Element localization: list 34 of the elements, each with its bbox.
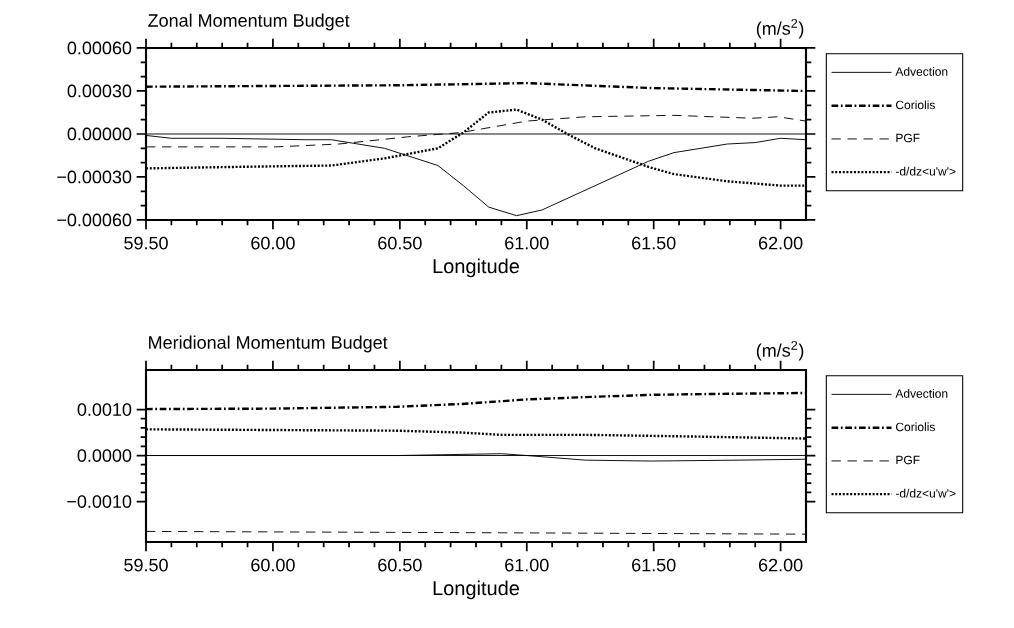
legend-label: Coriolis	[896, 422, 935, 432]
y-tick-label: −0.0010	[67, 495, 132, 508]
y-tick-label: 0.00060	[67, 41, 132, 55]
x-tick-label: 59.50	[124, 236, 168, 250]
legend-label: PGF	[896, 133, 920, 143]
chart-title: Zonal Momentum Budget	[148, 13, 350, 31]
x-axis-title: Longitude	[433, 580, 520, 600]
text: (m/s$^{2}$)	[756, 340, 804, 361]
x-tick-label: 61.50	[632, 236, 676, 250]
y-tick-label: 0.0010	[77, 403, 132, 416]
x-tick-label: 60.50	[378, 558, 422, 572]
y-tick-label: 0.00000	[67, 127, 132, 141]
y-tick-label: 0.00030	[67, 84, 132, 98]
x-tick-label: 61.00	[505, 236, 549, 250]
legend-label: Advection	[895, 67, 948, 76]
legend-label: -d/dz<u'w'>	[895, 166, 956, 176]
legend-label: -d/dz<u'w'>	[895, 488, 956, 498]
y-tick-label: −0.00030	[57, 170, 132, 184]
x-tick-label: 59.50	[124, 558, 168, 572]
x-tick-label: 62.00	[759, 558, 803, 572]
x-tick-label: 60.50	[378, 236, 422, 250]
legend-label: Coriolis	[896, 100, 935, 110]
legend-label: Advection	[895, 389, 948, 398]
y-tick-label: −0.00060	[57, 213, 132, 227]
chart-title: Meridional Momentum Budget	[149, 335, 388, 353]
legend-label: PGF	[896, 455, 920, 465]
x-tick-label: 60.00	[251, 558, 295, 572]
x-axis-title: Longitude	[433, 258, 520, 278]
y-tick-label: 0.0000	[77, 449, 132, 462]
text: (m/s$^{2}$)	[756, 18, 804, 39]
x-tick-label: 61.50	[632, 558, 676, 572]
x-tick-label: 62.00	[759, 236, 803, 250]
x-tick-label: 60.00	[251, 236, 295, 250]
x-tick-label: 61.00	[505, 558, 549, 572]
